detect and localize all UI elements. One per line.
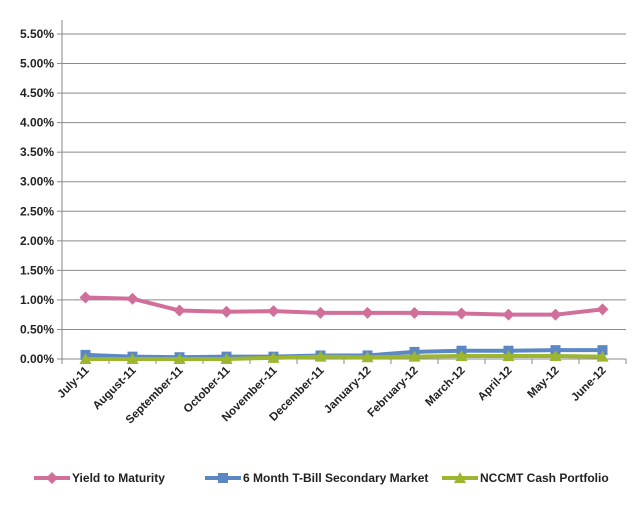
x-tick-label: May-12 — [526, 365, 562, 401]
data-point — [361, 351, 374, 363]
data-point — [267, 351, 280, 363]
x-tick-label: June-12 — [569, 365, 608, 404]
data-point — [455, 307, 468, 320]
legend-marker — [46, 472, 58, 484]
series-line — [85, 295, 603, 317]
y-tick-label: 3.00% — [20, 175, 54, 189]
x-axis-tick-labels: July-11 August-11September-11October-11No… — [56, 364, 609, 426]
data-point — [502, 308, 515, 321]
data-point — [502, 350, 515, 362]
data-point — [314, 350, 327, 362]
y-tick-label: 5.50% — [20, 27, 54, 41]
data-point — [220, 353, 233, 364]
legend-item: Yield to Maturity — [34, 471, 165, 485]
y-axis-tick-labels: 0.00% 0.50% 1.00% 1.50% 2.00% 2.50% 3.00% 3.50%… — [20, 27, 54, 366]
y-tick-label: 3.50% — [20, 145, 54, 159]
y-tick-label: 2.50% — [20, 204, 54, 218]
data-point — [126, 292, 139, 305]
legend-marker — [218, 473, 228, 483]
x-tick-label: January-12 — [322, 365, 373, 416]
y-tick-label: 2.00% — [20, 234, 54, 248]
x-tick-label: April-12 — [476, 365, 515, 404]
series-line — [85, 354, 603, 361]
x-tick-label: February-12 — [366, 365, 421, 420]
data-point — [126, 353, 139, 364]
data-point — [408, 306, 421, 319]
data-point — [549, 350, 562, 362]
series-0 — [79, 291, 609, 321]
series-2 — [79, 350, 609, 364]
y-tick-label: 0.00% — [20, 352, 54, 366]
x-tick-label: August-11 — [91, 364, 139, 412]
data-point — [79, 291, 92, 304]
data-point — [549, 308, 562, 321]
legend-marker — [454, 472, 466, 483]
data-point — [314, 306, 327, 319]
y-tick-label: 4.50% — [20, 86, 54, 100]
grid-lines — [62, 33, 626, 330]
y-tick-label: 1.00% — [20, 293, 54, 307]
data-point — [597, 345, 608, 356]
data-point — [596, 303, 609, 316]
data-point — [361, 306, 374, 319]
data-point — [596, 350, 609, 362]
y-tick-label: 4.00% — [20, 116, 54, 130]
legend-label: Yield to Maturity — [72, 471, 165, 485]
data-point — [220, 305, 233, 318]
series-lines — [79, 291, 609, 364]
x-tick-label: July-11 — [56, 364, 92, 400]
x-tick-label: March-12 — [423, 365, 467, 409]
legend-item: 6 Month T-Bill Secondary Market — [205, 471, 428, 485]
legend-label: 6 Month T-Bill Secondary Market — [243, 471, 428, 485]
y-tick-label: 0.50% — [20, 322, 54, 336]
legend-label: NCCMT Cash Portfolio — [480, 471, 609, 485]
data-point — [79, 353, 92, 364]
legend-item: NCCMT Cash Portfolio — [442, 471, 609, 485]
data-point — [173, 353, 186, 364]
legend: Yield to Maturity 6 Month T-Bill Secondar… — [34, 471, 609, 485]
data-point — [455, 350, 468, 362]
data-point — [267, 305, 280, 318]
data-point — [173, 304, 186, 317]
data-point — [408, 350, 421, 362]
y-tick-label: 5.00% — [20, 57, 54, 71]
y-tick-label: 1.50% — [20, 263, 54, 277]
x-tick-label: October-11 — [182, 364, 233, 415]
